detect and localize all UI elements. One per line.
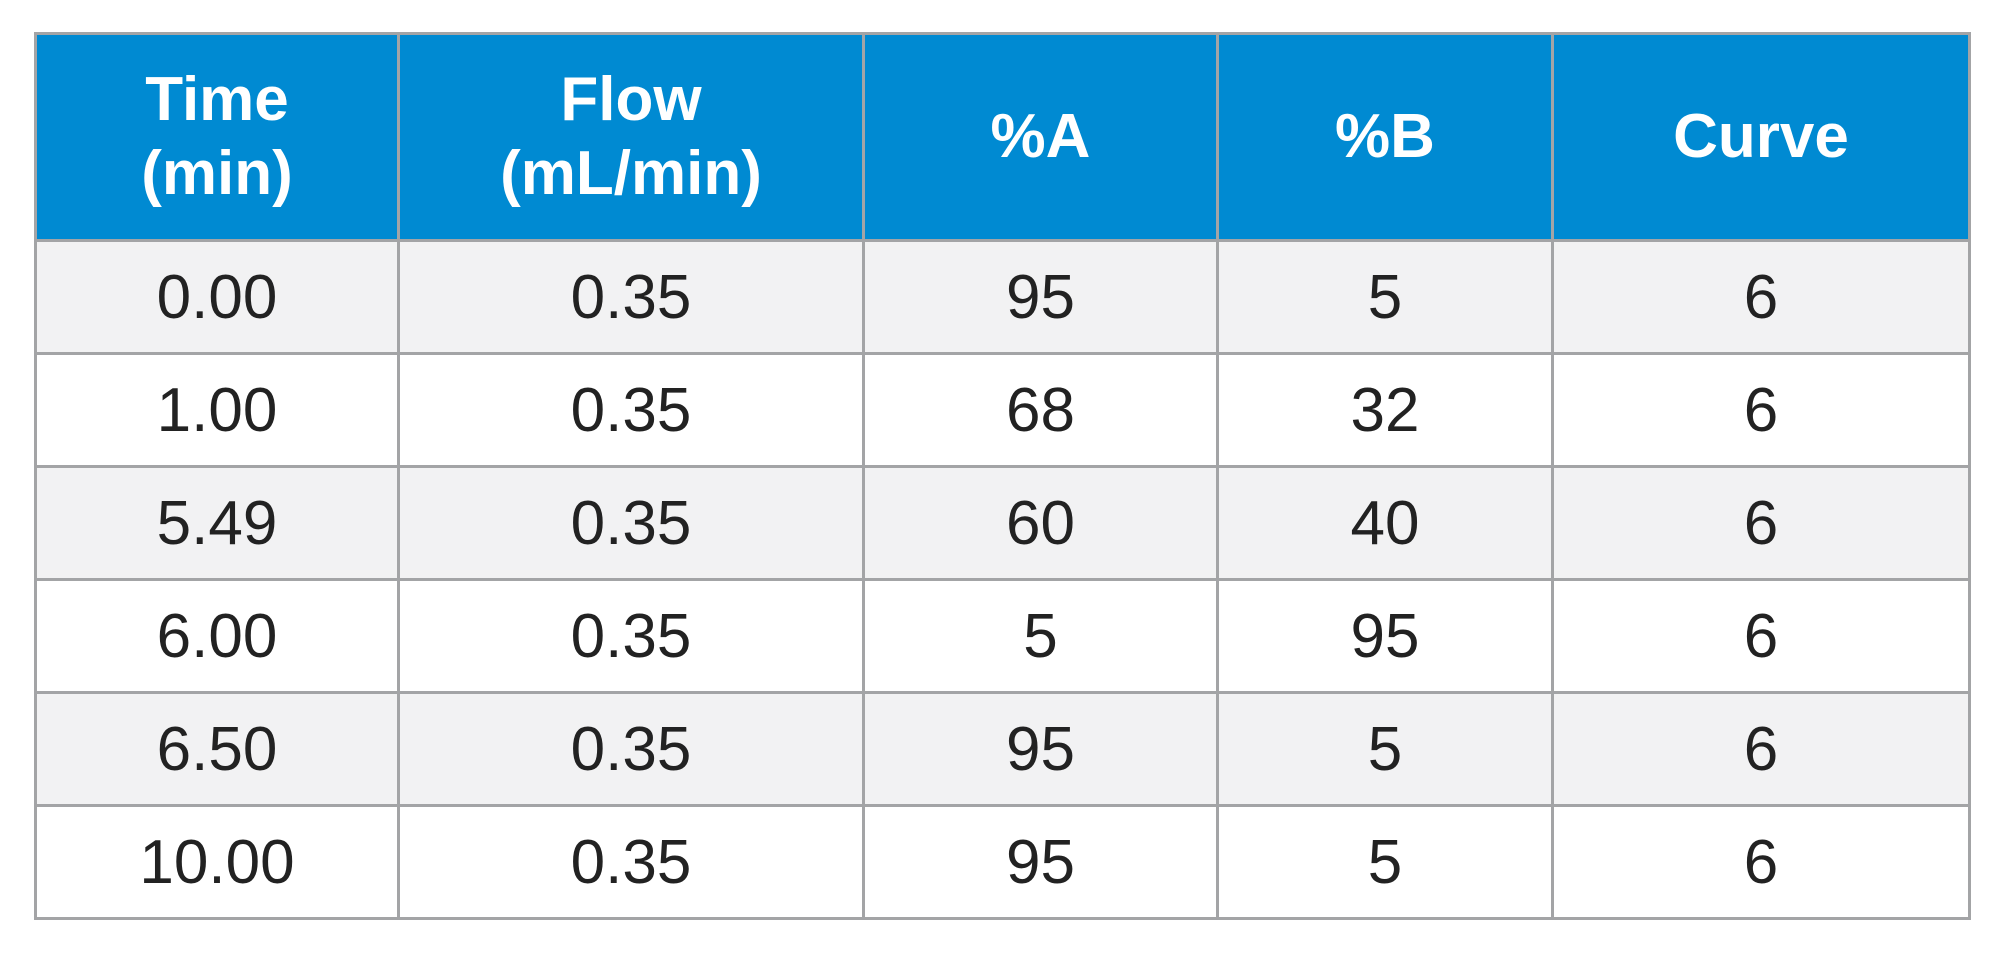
table-cell: 32 xyxy=(1216,352,1554,468)
table-cell: 6.50 xyxy=(34,691,400,807)
table-cell: 6 xyxy=(1551,691,1971,807)
table-cell: 1.00 xyxy=(34,352,400,468)
table-cell: 5 xyxy=(862,578,1219,694)
table-cell: 10.00 xyxy=(34,804,400,920)
header-row: Time (min) Flow (mL/min) %A %B Curve xyxy=(34,33,1971,242)
table-cell: 68 xyxy=(862,352,1219,468)
header-cell: Curve xyxy=(1551,33,1971,242)
table-cell: 6 xyxy=(1551,352,1971,468)
table-cell: 0.00 xyxy=(34,239,400,355)
table-cell: 0.35 xyxy=(397,239,865,355)
table-cell: 6 xyxy=(1551,239,1971,355)
table-cell: 95 xyxy=(1216,578,1554,694)
table-cell: 6.00 xyxy=(34,578,400,694)
table-cell: 5 xyxy=(1216,804,1554,920)
table-row: 6.00 0.35 5 95 6 xyxy=(34,578,1971,694)
table-cell: 95 xyxy=(862,239,1219,355)
table-row: 1.00 0.35 68 32 6 xyxy=(34,352,1971,468)
table-cell: 6 xyxy=(1551,578,1971,694)
table-cell: 95 xyxy=(862,691,1219,807)
table-cell: 5.49 xyxy=(34,465,400,581)
table-cell: 0.35 xyxy=(397,465,865,581)
table-cell: 5 xyxy=(1216,239,1554,355)
table-row: 6.50 0.35 95 5 6 xyxy=(34,691,1971,807)
header-cell: %B xyxy=(1216,33,1554,242)
table-cell: 0.35 xyxy=(397,352,865,468)
table-cell: 0.35 xyxy=(397,578,865,694)
table-cell: 0.35 xyxy=(397,804,865,920)
table-cell: 0.35 xyxy=(397,691,865,807)
table-row: 0.00 0.35 95 5 6 xyxy=(34,239,1971,355)
header-cell: Flow (mL/min) xyxy=(397,33,865,242)
header-cell: Time (min) xyxy=(34,33,400,242)
gradient-table: Time (min) Flow (mL/min) %A %B Curve 0.00 0.3… xyxy=(34,32,1971,920)
table-cell: 5 xyxy=(1216,691,1554,807)
table-cell: 95 xyxy=(862,804,1219,920)
table-row: 10.00 0.35 95 5 6 xyxy=(34,804,1971,920)
table-cell: 6 xyxy=(1551,465,1971,581)
header-cell: %A xyxy=(862,33,1219,242)
table-cell: 6 xyxy=(1551,804,1971,920)
table-row: 5.49 0.35 60 40 6 xyxy=(34,465,1971,581)
table-body: 0.00 0.35 95 5 6 1.00 0.35 68 32 6 5.49 0.35 60 40 6 6.… xyxy=(34,239,1971,920)
table-cell: 40 xyxy=(1216,465,1554,581)
table-cell: 60 xyxy=(862,465,1219,581)
